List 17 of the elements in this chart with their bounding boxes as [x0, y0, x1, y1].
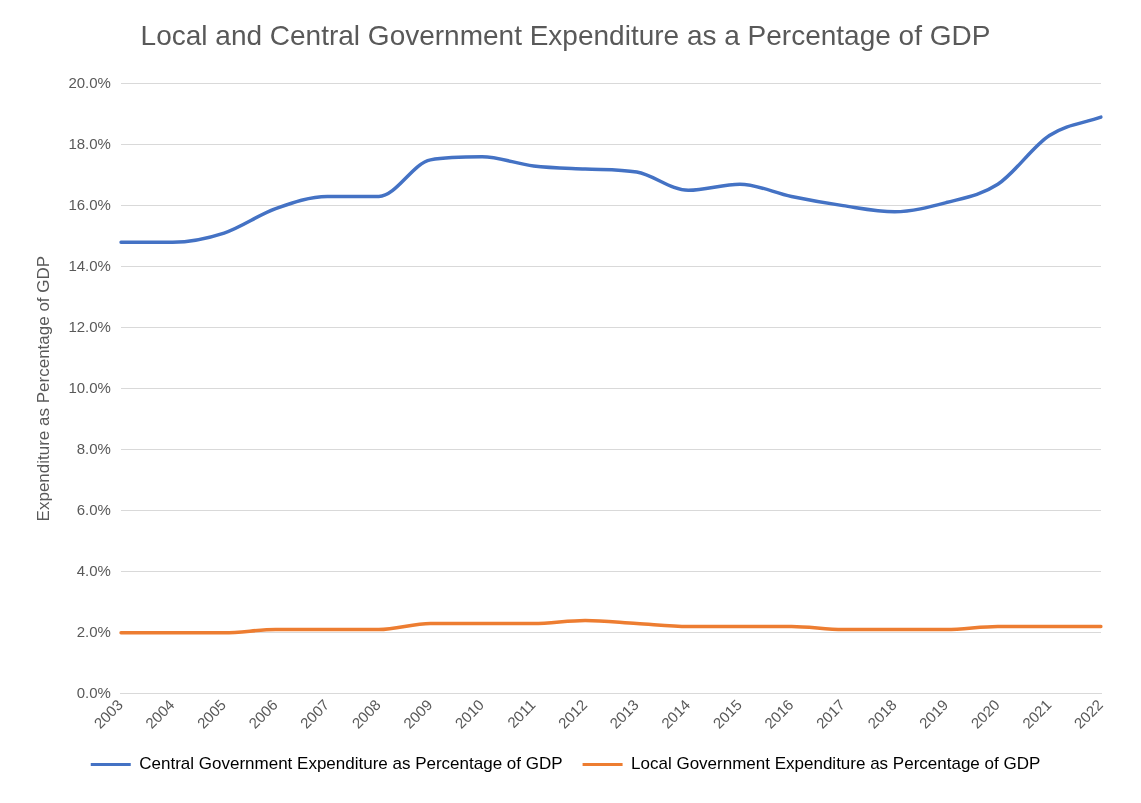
y-tick-label: 8.0% — [76, 439, 111, 457]
y-tick-label: 10.0% — [68, 378, 111, 396]
y-tick-label: 2.0% — [76, 622, 111, 640]
chart-title: Local and Central Government Expenditure as a Percentage of GDP — [140, 19, 991, 51]
legend-label: Central Government Expenditure as Percentage of GDP — [139, 754, 563, 774]
y-tick-label: 12.0% — [68, 317, 111, 335]
y-tick-label: 16.0% — [68, 195, 111, 213]
y-tick-label: 18.0% — [68, 134, 111, 152]
y-tick-label: 14.0% — [68, 256, 111, 274]
line-series — [119, 618, 1103, 635]
y-tick-label: 20.0% — [68, 73, 111, 91]
line-series — [119, 115, 1103, 244]
legend-label: Local Government Expenditure as Percentage of GDP — [631, 754, 1041, 774]
y-tick-label: 6.0% — [76, 500, 111, 518]
y-axis-title: Expenditure as Percentage of GDP — [33, 255, 53, 522]
y-tick-label: 4.0% — [76, 561, 111, 579]
y-tick-label: 0.0% — [76, 683, 111, 701]
